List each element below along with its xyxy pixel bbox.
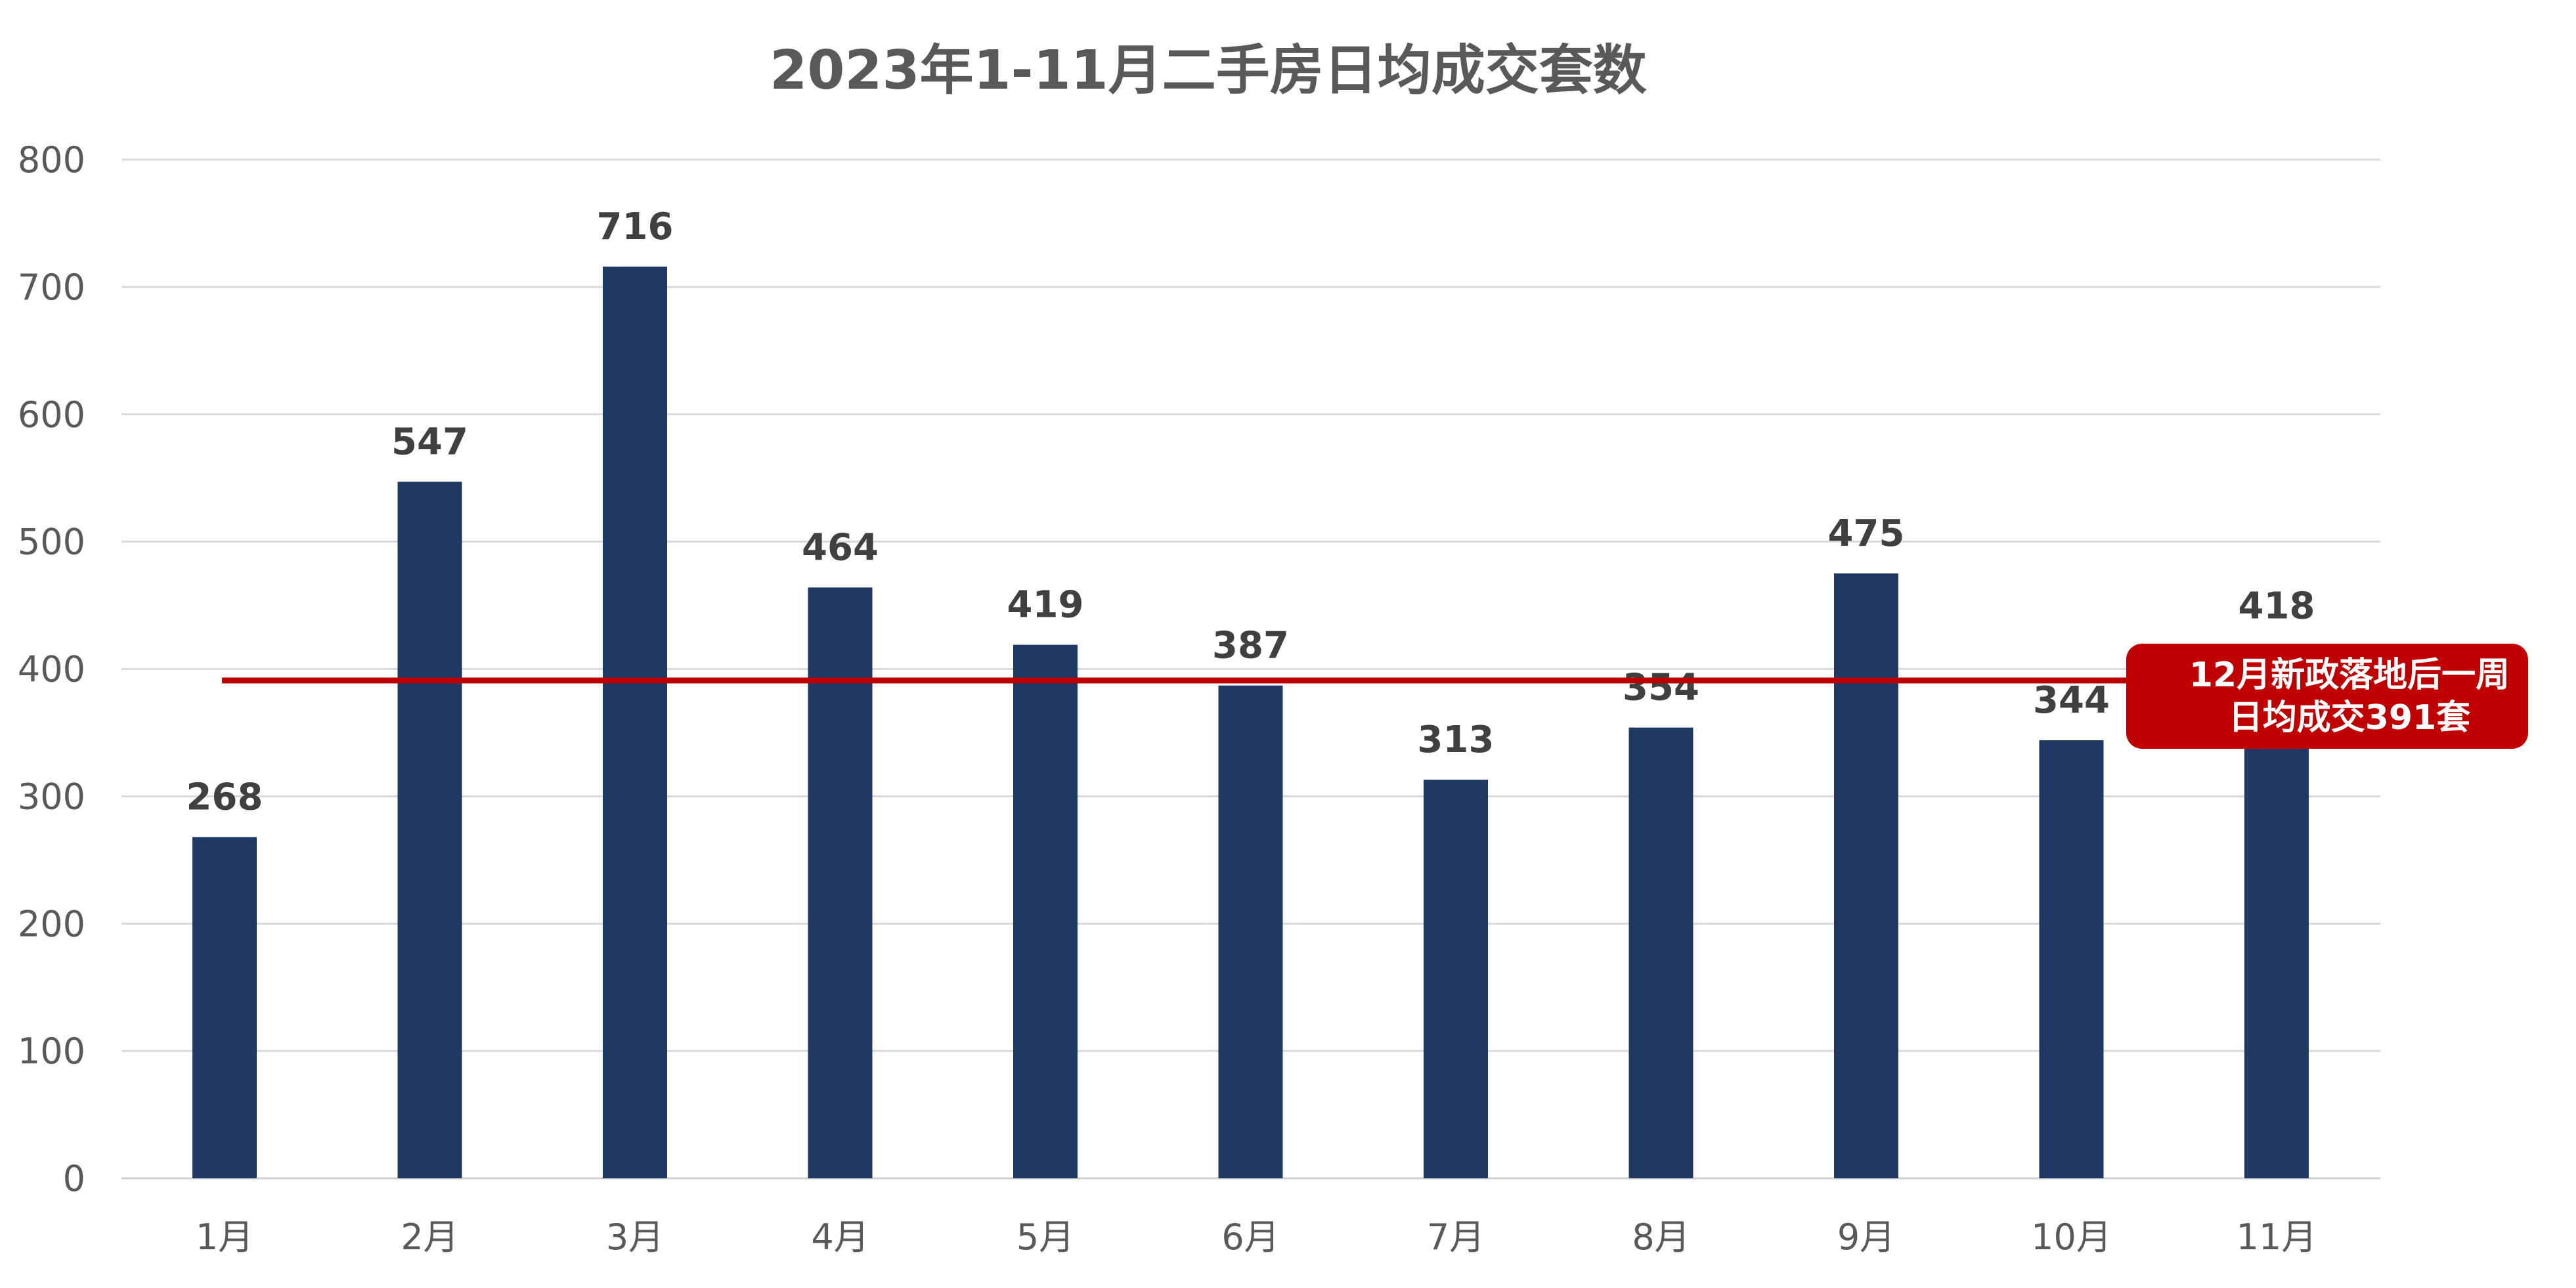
bar-4 [808, 587, 873, 1178]
annotation-box [2126, 644, 2528, 749]
data-label: 547 [391, 421, 468, 464]
data-label: 418 [2238, 585, 2315, 628]
y-tick-label: 800 [18, 139, 85, 181]
x-tick-label: 7月 [1427, 1216, 1485, 1258]
bar-5 [1013, 644, 1078, 1178]
bar-7 [1424, 780, 1488, 1178]
bars [192, 266, 2309, 1179]
annotation-text: 日均成交391套 [2229, 698, 2471, 738]
y-tick-label: 200 [18, 903, 85, 944]
y-tick-label: 700 [18, 267, 85, 308]
data-label: 344 [2033, 679, 2110, 722]
y-tick-label: 600 [18, 394, 85, 435]
bar-2 [397, 481, 462, 1179]
y-tick-label: 500 [18, 522, 85, 563]
data-label: 475 [1828, 512, 1905, 555]
y-axis-ticks: 0 100 200 300 400 500 600 700 800 [18, 139, 85, 1199]
annotation-text: 12月新政落地后一周 [2189, 655, 2510, 695]
x-tick-label: 6月 [1221, 1216, 1279, 1258]
x-tick-label: 10月 [2031, 1216, 2112, 1258]
x-tick-label: 2月 [401, 1216, 458, 1258]
data-label: 716 [597, 206, 674, 248]
bar-8 [1628, 727, 1693, 1178]
data-label: 387 [1212, 625, 1289, 667]
x-tick-label: 11月 [2237, 1216, 2317, 1258]
data-label: 313 [1418, 719, 1495, 761]
x-tick-label: 1月 [196, 1216, 253, 1258]
gridlines [121, 158, 2380, 1180]
y-tick-label: 0 [63, 1158, 85, 1199]
data-label: 268 [186, 776, 263, 818]
bar-6 [1218, 685, 1283, 1178]
bar-10 [2039, 740, 2104, 1178]
x-tick-label: 9月 [1837, 1216, 1895, 1258]
bar-1 [192, 837, 257, 1178]
x-tick-label: 3月 [606, 1216, 664, 1258]
y-tick-label: 400 [18, 649, 85, 690]
x-tick-label: 5月 [1016, 1216, 1074, 1258]
y-tick-label: 100 [18, 1031, 85, 1072]
x-axis-ticks: 1月 2月 3月 4月 5月 6月 7月 8月 9月 10月 11月 [196, 1216, 2317, 1258]
x-tick-label: 4月 [811, 1216, 869, 1258]
data-label: 354 [1623, 667, 1699, 709]
x-tick-label: 8月 [1632, 1216, 1690, 1258]
bar-9 [1834, 573, 1898, 1178]
data-label: 419 [1007, 584, 1084, 627]
data-label: 464 [802, 526, 879, 569]
bar-3 [603, 266, 667, 1179]
y-tick-label: 300 [18, 776, 85, 817]
data-labels: 268 547 716 464 419 387 313 354 475 344 418 [186, 206, 2315, 819]
chart-title: 2023年1-11月二手房日均成交套数 [770, 39, 1646, 102]
